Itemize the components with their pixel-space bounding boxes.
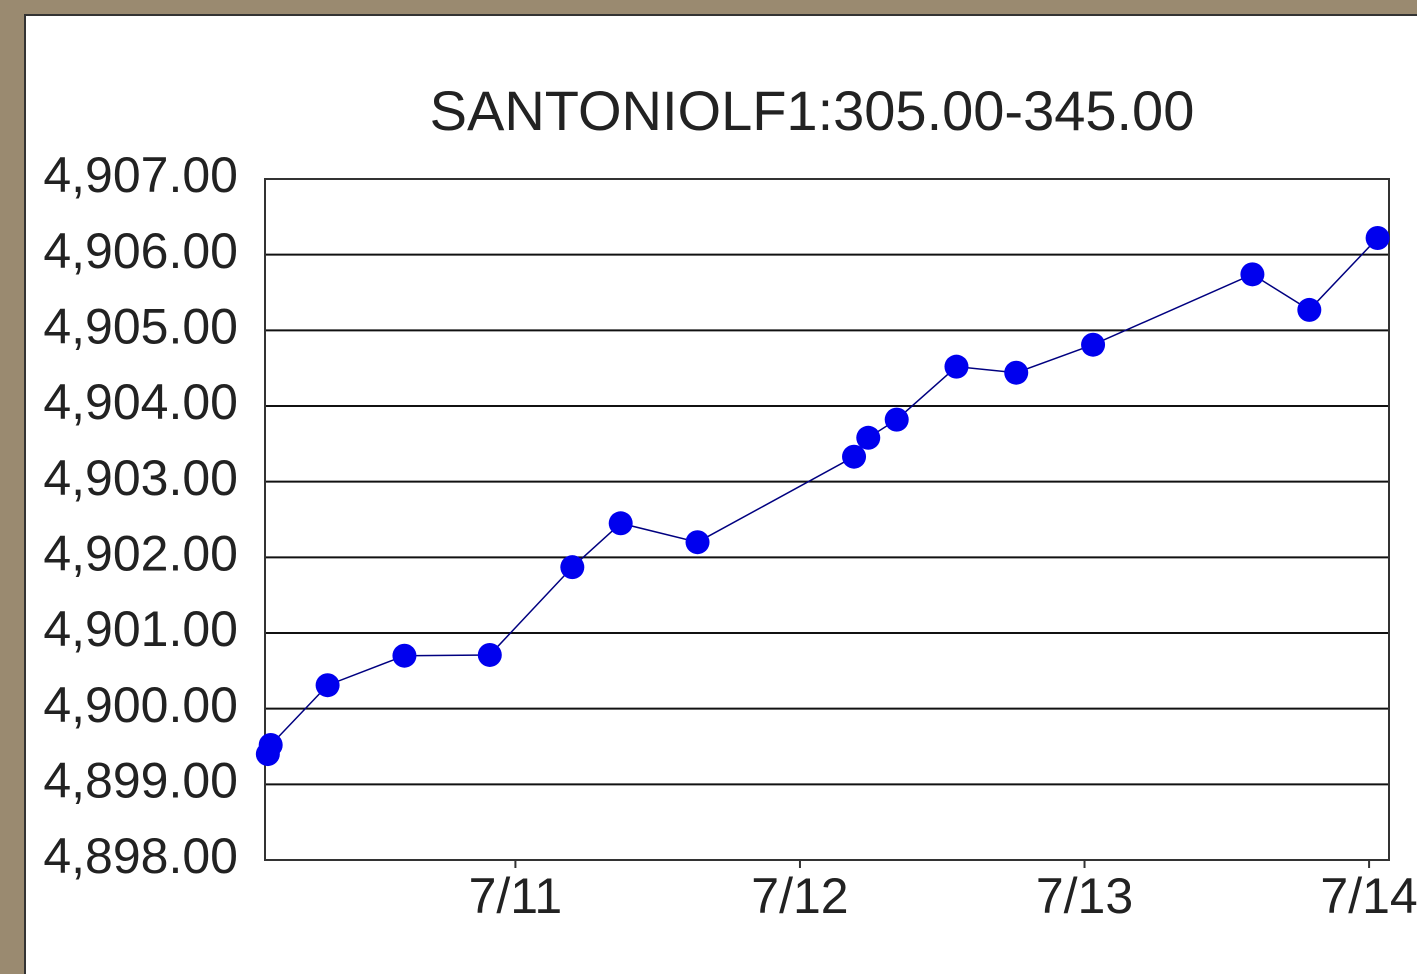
data-point: [944, 354, 969, 379]
y-tick-label: 4,904.00: [43, 374, 238, 430]
data-point: [608, 511, 633, 536]
y-tick-label: 4,899.00: [43, 753, 238, 809]
data-point: [1365, 226, 1390, 251]
data-point: [477, 642, 502, 667]
y-tick-label: 4,900.00: [43, 677, 238, 733]
plot-border: [264, 178, 1390, 861]
data-point: [258, 732, 283, 757]
data-point: [842, 444, 867, 469]
data-point: [685, 530, 710, 555]
y-tick-label: 4,905.00: [43, 299, 238, 355]
data-point: [315, 673, 340, 698]
chart-title: SANTONIOLF1:305.00-345.00: [430, 79, 1195, 142]
y-tick-label: 4,898.00: [43, 828, 238, 884]
data-point: [1081, 332, 1106, 357]
y-tick-label: 4,902.00: [43, 526, 238, 582]
x-tick-label: 7/12: [751, 868, 848, 924]
x-tick-label: 7/14: [1320, 868, 1417, 924]
y-tick-label: 4,903.00: [43, 450, 238, 506]
data-point: [392, 643, 417, 668]
popup-panel: [24, 14, 1417, 974]
y-tick-label: 4,906.00: [43, 223, 238, 279]
y-tick-label: 4,907.00: [43, 147, 238, 203]
data-point: [1240, 262, 1265, 287]
data-point: [560, 555, 585, 580]
data-point: [1004, 360, 1029, 385]
y-tick-label: 4,901.00: [43, 601, 238, 657]
x-tick-label: 7/11: [469, 868, 563, 924]
data-point: [884, 407, 909, 432]
data-point: [856, 425, 881, 450]
x-tick-label: 7/13: [1036, 868, 1133, 924]
data-point: [1297, 297, 1322, 322]
